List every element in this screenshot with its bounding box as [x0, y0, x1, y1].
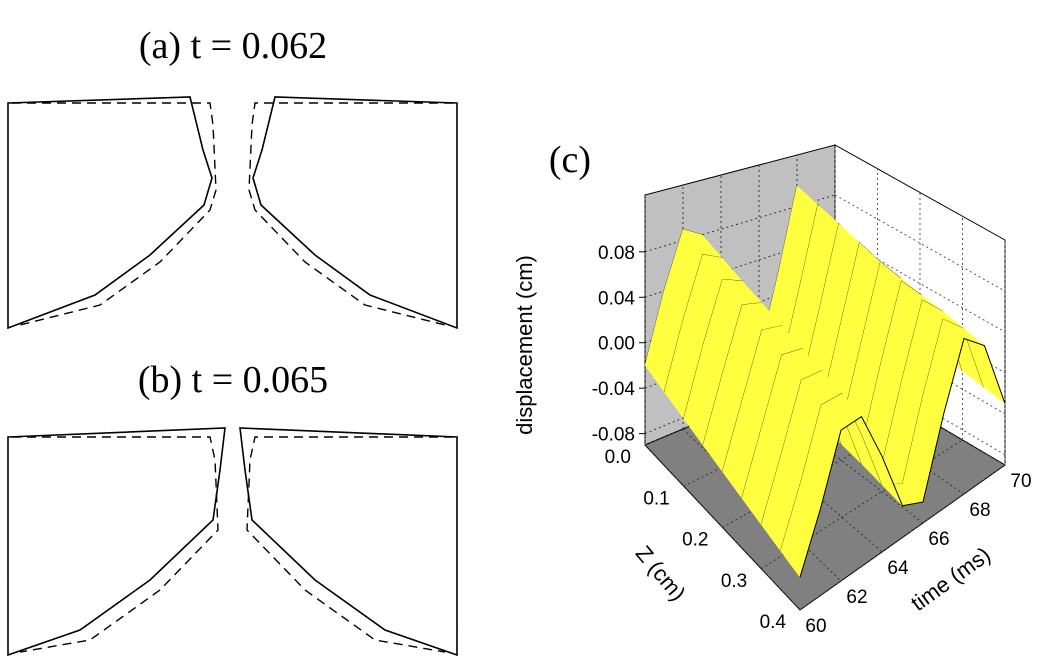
mirror — [239, 427, 458, 657]
mirror — [248, 96, 458, 330]
y-tick-label: -0.04 — [592, 379, 636, 400]
outline-left-ref — [12, 436, 219, 653]
x-tick-label: 0.4 — [760, 612, 787, 633]
panel-c-label: (c) — [549, 139, 591, 181]
y-axis-label: displacement (cm) — [512, 255, 537, 435]
t-tick-label: 60 — [805, 616, 826, 637]
t-tick-label: 68 — [969, 500, 990, 521]
surface-line — [799, 337, 1006, 578]
outline-right — [252, 96, 458, 330]
x-tick-label: 0.2 — [682, 530, 708, 551]
x-tick-label: 0.3 — [721, 571, 747, 592]
panel-a-shapes — [7, 96, 458, 330]
t-axis-label: time (ms) — [906, 542, 995, 616]
t-tick-label: 70 — [1010, 471, 1031, 492]
t-tick-label: 62 — [846, 587, 867, 608]
outline-left — [7, 427, 226, 657]
y-tick-label: 0.04 — [598, 288, 635, 309]
panel-b-shapes — [7, 427, 458, 657]
t-tick-label: 66 — [928, 529, 949, 550]
t-tick-label: 64 — [887, 558, 909, 579]
grid-line — [799, 464, 1006, 611]
x-axis-label: Z (cm) — [631, 541, 691, 606]
outline-left-ref — [12, 102, 217, 326]
outline-right-ref — [246, 436, 453, 653]
grid-line — [682, 428, 842, 582]
y-tick-label: 0.00 — [598, 334, 635, 355]
outline-right-ref — [248, 102, 453, 326]
x-tick-label: 0.0 — [605, 447, 631, 468]
x-tick-label: 0.1 — [643, 488, 669, 509]
y-tick-label: 0.08 — [598, 243, 635, 264]
outline-left — [7, 96, 213, 330]
outline-right — [239, 427, 458, 657]
panel-b-label: (b) t = 0.065 — [138, 359, 328, 401]
y-tick-label: -0.08 — [592, 425, 635, 446]
panel-a-label: (a) t = 0.062 — [139, 25, 327, 67]
